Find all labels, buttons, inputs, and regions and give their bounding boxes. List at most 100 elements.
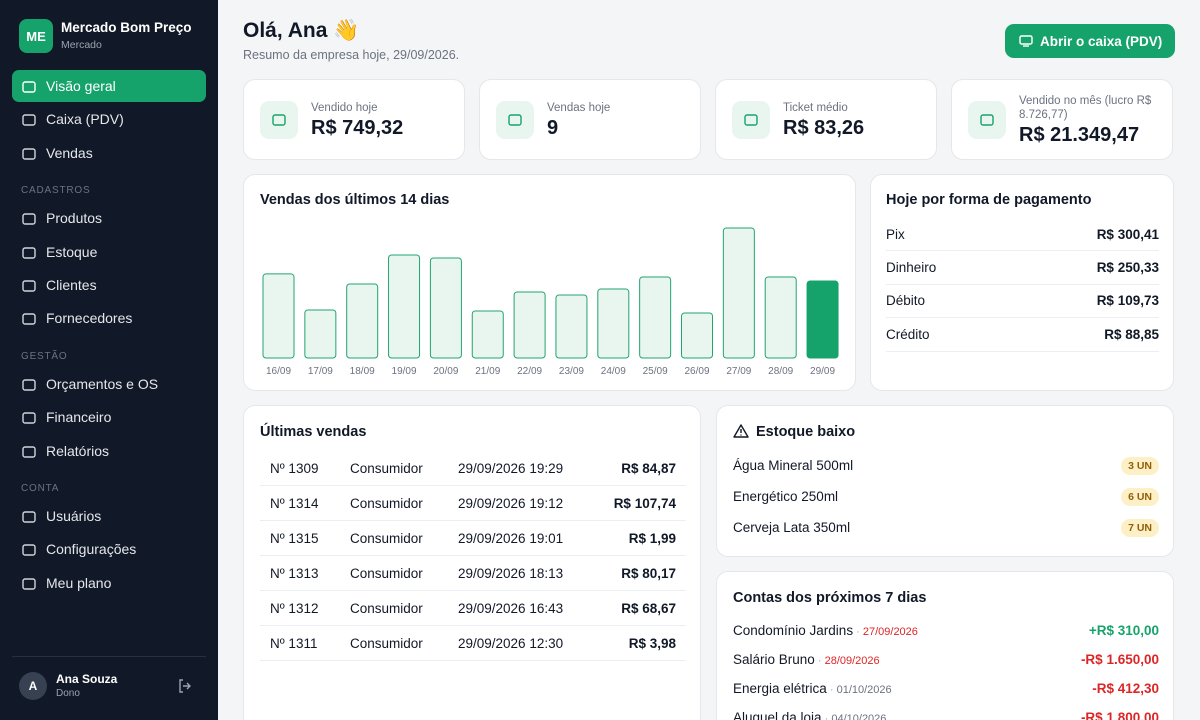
sale-row[interactable]: Nº 1311 Consumidor 29/09/2026 12:30 R$ 3,98: [260, 626, 686, 661]
stock-row: Energético 250ml 6 UN: [733, 481, 1159, 512]
bar: [764, 276, 797, 359]
kpi-icon: [732, 101, 770, 139]
nav-label[interactable]: Visão geral: [46, 78, 116, 94]
nav-item[interactable]: Fornecedores: [12, 302, 206, 334]
bill-sep: ·: [814, 655, 825, 667]
nav-item[interactable]: Caixa (PDV): [12, 103, 206, 135]
payment-row: Pix R$ 300,41: [886, 218, 1159, 252]
sale-number: Nº 1315: [270, 530, 319, 546]
nav-item[interactable]: Meu plano: [12, 567, 206, 599]
nav-group-title: CONTA: [21, 483, 60, 494]
payment-method: Crédito: [886, 326, 930, 342]
bar: [513, 291, 546, 359]
bill-name: Salário Bruno: [733, 652, 815, 667]
nav-item[interactable]: Vendas: [12, 137, 206, 169]
sale-row[interactable]: Nº 1314 Consumidor 29/09/2026 19:12 R$ 107,…: [260, 486, 686, 521]
nav-item[interactable]: Estoque: [12, 236, 206, 268]
user-name: Ana Souza: [56, 672, 118, 686]
logo: ME: [19, 19, 53, 53]
icon: [22, 578, 36, 590]
nav-item[interactable]: Clientes: [12, 269, 206, 301]
bill-date: 04/10/2026: [831, 713, 887, 720]
bar: [429, 257, 462, 359]
nav-label[interactable]: Orçamentos e OS: [46, 375, 159, 392]
nav-label[interactable]: Estoque: [46, 243, 98, 260]
icon: [22, 114, 36, 127]
chart-title: Vendas dos últimos 14 dias: [260, 192, 450, 208]
low-stock-card: Estoque baixo Água Mineral 500ml 3 UN Ener…: [716, 405, 1174, 557]
payment-row: Débito R$ 109,73: [886, 285, 1159, 319]
bar: [806, 280, 839, 359]
user-role: Dono: [56, 688, 80, 699]
nav-label[interactable]: Relatórios: [46, 442, 110, 459]
bar: [639, 276, 672, 359]
payment-row: Crédito R$ 88,85: [886, 318, 1159, 352]
nav-item[interactable]: Relatórios: [12, 435, 206, 467]
bar: [597, 288, 630, 359]
bill-date: 27/09/2026: [862, 626, 918, 638]
nav-label[interactable]: Usuários: [46, 508, 102, 524]
bar: [471, 310, 504, 359]
subtitle: Resumo da empresa hoje, 29/09/2026.: [243, 48, 460, 62]
sale-row[interactable]: Nº 1309 Consumidor 29/09/2026 19:29 R$ 84,8…: [260, 451, 686, 486]
nav-label[interactable]: Produtos: [46, 210, 103, 227]
product-name: Água Mineral 500ml: [733, 458, 854, 473]
button-label[interactable]: Abrir o caixa (PDV): [1040, 33, 1163, 49]
open-pdv-button[interactable]: Abrir o caixa (PDV): [1005, 24, 1175, 58]
nav-label[interactable]: Configurações: [46, 541, 137, 558]
x-tick-label: 18/09: [350, 366, 375, 377]
sale-date: 29/09/2026 16:43: [458, 600, 564, 616]
logout-icon[interactable]: [177, 678, 193, 694]
x-tick-label: 27/09: [726, 366, 751, 377]
icon: [22, 148, 36, 160]
nav-label[interactable]: Meu plano: [46, 574, 112, 591]
x-tick-label: 26/09: [684, 366, 709, 377]
nav-item[interactable]: Usuários: [12, 500, 206, 532]
payment-amount: R$ 250,33: [1096, 260, 1159, 276]
kpi-value: R$ 83,26: [783, 117, 865, 139]
sale-row[interactable]: Nº 1315 Consumidor 29/09/2026 19:01 R$ 1,99: [260, 521, 686, 556]
sale-total: R$ 68,67: [621, 600, 676, 616]
nav-label[interactable]: Vendas: [46, 144, 93, 161]
brand-subtitle: Mercado: [61, 39, 102, 51]
nav-label[interactable]: Caixa (PDV): [46, 111, 124, 128]
bill-amount: -R$ 1.650,00: [1080, 652, 1159, 667]
x-tick-label: 22/09: [517, 366, 542, 377]
low-stock-title: Estoque baixo: [756, 424, 856, 440]
kpi-label: Ticket médio: [783, 102, 848, 114]
sale-date: 29/09/2026 19:12: [458, 495, 564, 511]
payment-amount: R$ 300,41: [1096, 226, 1159, 242]
chart: 16/09 17/09 18/09 19/09 20/09 21/09 22/09 23/09…: [262, 227, 839, 377]
nav-item[interactable]: Financeiro: [12, 401, 206, 433]
bill-row: Energia elétrica · 01/10/2026 -R$ 412,30: [733, 674, 1159, 703]
nav-label[interactable]: Clientes: [46, 277, 97, 293]
payments-title: Hoje por forma de pagamento: [886, 192, 1092, 208]
x-tick-label: 29/09: [810, 366, 835, 377]
bar: [681, 312, 713, 359]
nav-item[interactable]: Configurações: [12, 533, 206, 565]
sale-customer: Consumidor: [350, 460, 423, 476]
nav-item[interactable]: Visão geral: [12, 70, 206, 102]
bill-info: Condomínio Jardins · 27/09/2026: [733, 623, 918, 638]
sale-row[interactable]: Nº 1313 Consumidor 29/09/2026 18:13 R$ 80,1…: [260, 556, 686, 591]
low-stock-list: Água Mineral 500ml 3 UN Energético 250ml 6 …: [733, 450, 1159, 543]
bar: [262, 273, 295, 359]
kpi-icon: [260, 101, 298, 139]
sale-date: 29/09/2026 12:30: [458, 635, 564, 651]
nav-label[interactable]: Fornecedores: [46, 310, 133, 327]
bar: [388, 254, 421, 359]
nav-item[interactable]: Orçamentos e OS: [12, 368, 206, 400]
bill-amount: -R$ 1.800,00: [1080, 710, 1159, 720]
sale-number: Nº 1311: [270, 635, 318, 651]
nav-item[interactable]: Produtos: [12, 202, 206, 234]
icon: [508, 114, 522, 126]
stock-qty: 7 UN: [1121, 518, 1159, 537]
sale-row[interactable]: Nº 1312 Consumidor 29/09/2026 16:43 R$ 68,6…: [260, 591, 686, 626]
kpi-label: Vendido hoje: [311, 102, 378, 114]
sale-customer: Consumidor: [350, 495, 423, 511]
product-name: Energético 250ml: [733, 489, 839, 504]
nav-label[interactable]: Financeiro: [46, 409, 112, 426]
icon: [744, 114, 758, 126]
brand-name: Mercado Bom Preço: [61, 20, 192, 35]
sale-total: R$ 1,99: [628, 530, 676, 546]
